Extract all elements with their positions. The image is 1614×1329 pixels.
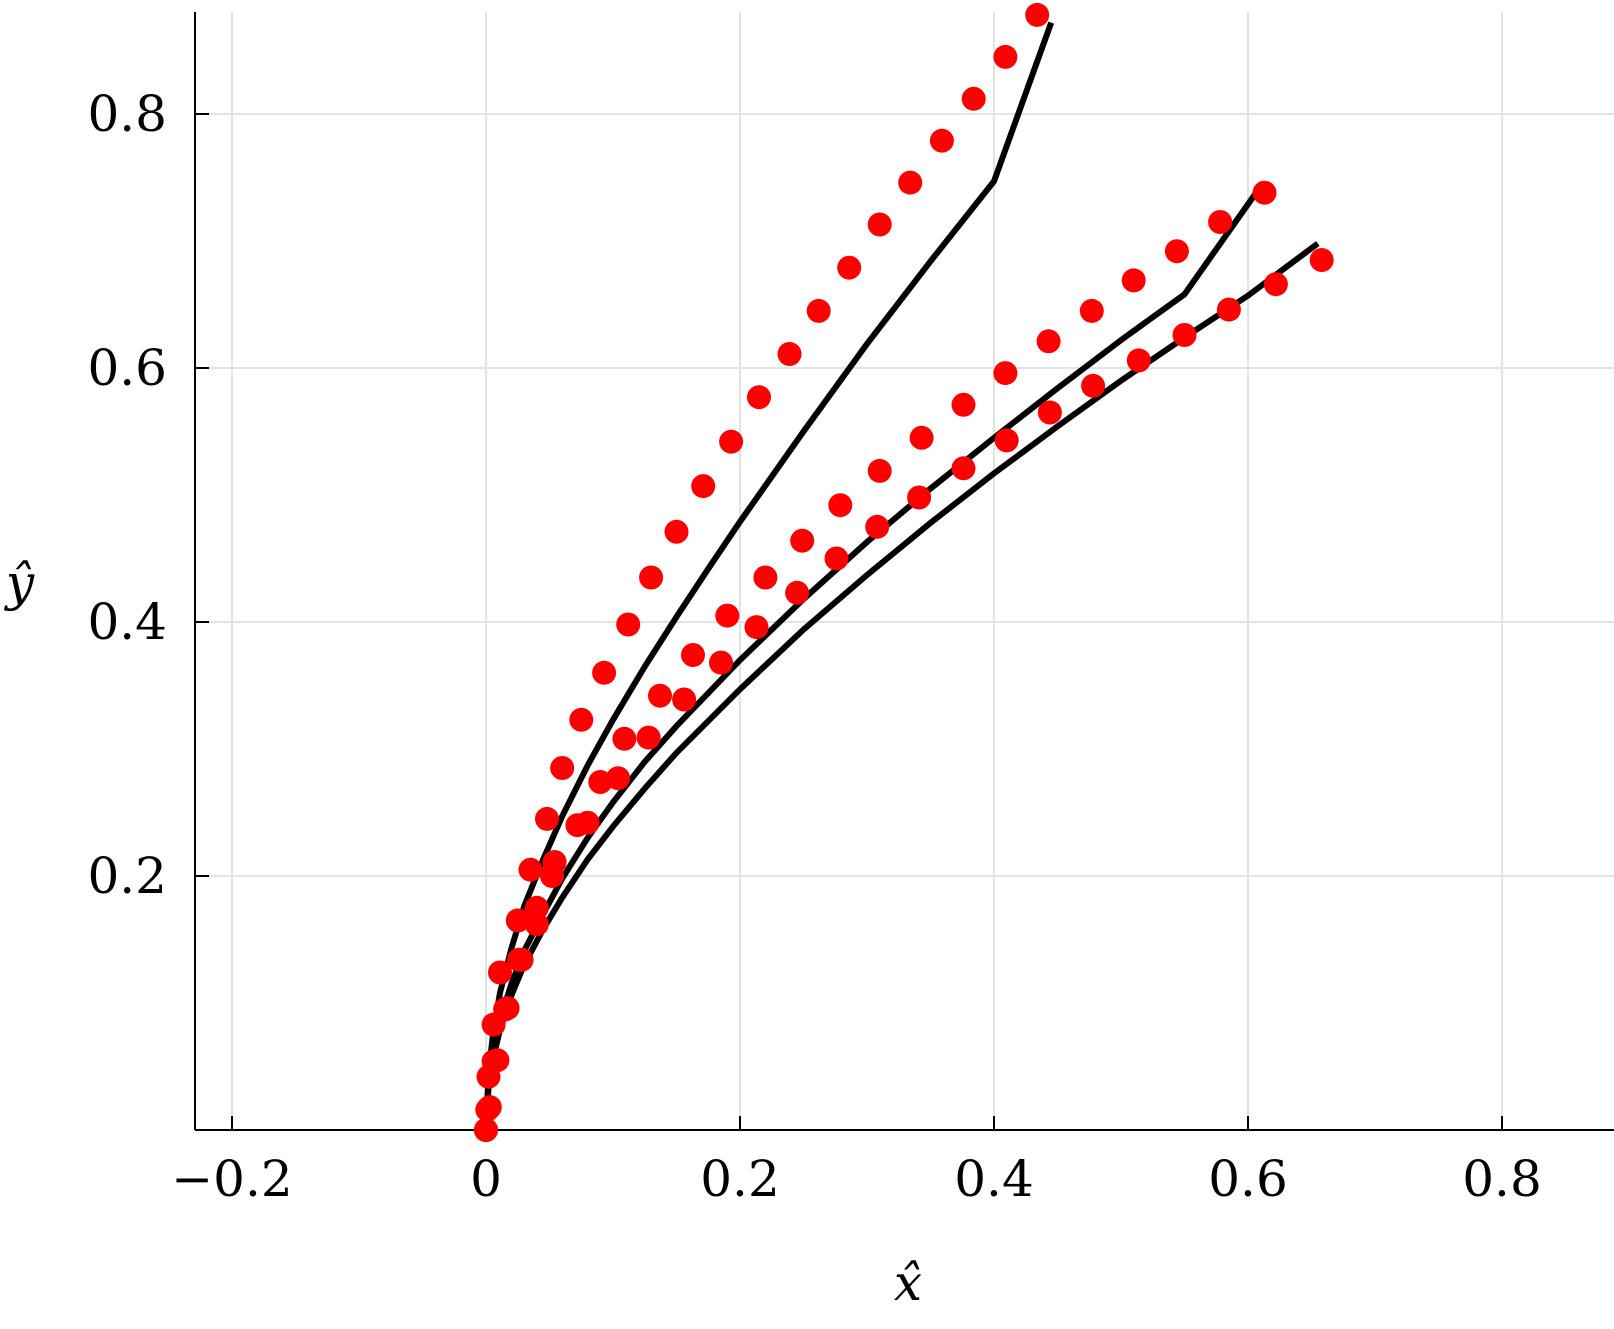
- y-tick-label: 0.6: [87, 339, 167, 397]
- data-point: [1252, 180, 1277, 205]
- data-point: [865, 514, 890, 539]
- data-point: [824, 546, 849, 571]
- data-point: [550, 756, 575, 780]
- data-point: [588, 770, 613, 794]
- fit-curve-4: [483, 180, 1266, 1131]
- data-point: [535, 806, 559, 831]
- data-point: [719, 429, 744, 454]
- data-point: [951, 456, 976, 481]
- data-point: [1121, 268, 1146, 293]
- data-point: [909, 425, 934, 450]
- x-tick-label: 0.2: [700, 1150, 780, 1208]
- data-point: [1263, 272, 1288, 297]
- data-point: [485, 1048, 510, 1073]
- data-point: [495, 996, 520, 1021]
- data-point: [753, 565, 778, 590]
- data-point: [993, 361, 1018, 386]
- data-point: [575, 810, 600, 835]
- data-point: [1037, 400, 1062, 425]
- data-point: [1025, 2, 1050, 27]
- data-points: [474, 2, 1334, 1142]
- data-point: [828, 493, 853, 518]
- data-point: [790, 528, 815, 553]
- data-point: [664, 519, 689, 544]
- grid: [195, 12, 1614, 1130]
- data-point: [994, 428, 1019, 453]
- data-point: [1172, 323, 1197, 347]
- data-point: [540, 864, 564, 888]
- data-point: [672, 687, 697, 712]
- data-point: [509, 947, 534, 972]
- data-point: [951, 392, 976, 417]
- data-point: [606, 766, 631, 791]
- data-point: [639, 565, 664, 590]
- data-point: [648, 683, 672, 708]
- x-tick-label: 0.8: [1462, 1150, 1542, 1208]
- data-point: [1309, 248, 1334, 272]
- x-tick-label: 0.6: [1208, 1150, 1288, 1208]
- data-point: [744, 615, 769, 640]
- data-point: [1126, 348, 1151, 373]
- data-point: [806, 298, 831, 323]
- data-point: [681, 643, 705, 667]
- data-point: [1216, 297, 1241, 322]
- data-point: [1081, 373, 1106, 398]
- data-point: [867, 212, 892, 237]
- data-point: [524, 895, 549, 920]
- data-point: [898, 170, 923, 195]
- data-point: [592, 660, 617, 685]
- y-tick-label: 0.4: [87, 593, 167, 651]
- data-point: [785, 580, 810, 605]
- data-point: [505, 908, 530, 933]
- data-point: [569, 707, 594, 732]
- data-point: [747, 385, 771, 410]
- data-point: [477, 1095, 502, 1120]
- data-point: [907, 485, 932, 510]
- data-point: [488, 960, 512, 985]
- x-axis-label: x̂: [894, 1254, 922, 1312]
- data-point: [715, 603, 740, 628]
- y-axis-label: ŷ: [4, 554, 35, 612]
- data-point: [961, 86, 986, 111]
- x-tick-label: −0.2: [171, 1150, 292, 1208]
- data-point: [709, 650, 733, 675]
- data-point: [993, 44, 1018, 69]
- data-point: [518, 857, 543, 882]
- fit-curve-5: [483, 241, 1320, 1131]
- data-point: [636, 725, 661, 750]
- data-point: [1164, 239, 1189, 264]
- tick-labels: −0.2 0 0.2 0.4 0.6 0.8 0.2 0.4 0.6 0.8: [87, 85, 1541, 1208]
- data-point: [837, 255, 862, 280]
- data-point: [867, 458, 892, 483]
- y-tick-label: 0.2: [87, 847, 167, 905]
- data-point: [929, 128, 954, 153]
- data-point: [1079, 298, 1104, 323]
- fit-curve-3: [483, 21, 1055, 1131]
- data-point: [1036, 329, 1061, 354]
- data-point: [474, 1118, 498, 1142]
- data-point: [1208, 210, 1233, 234]
- data-point: [691, 474, 716, 499]
- data-point: [777, 342, 802, 366]
- x-tick-label: 0.4: [954, 1150, 1034, 1208]
- data-point: [616, 612, 641, 637]
- x-tick-label: 0: [470, 1150, 502, 1208]
- y-tick-label: 0.8: [87, 85, 167, 143]
- data-point: [524, 912, 549, 937]
- data-point: [612, 726, 637, 751]
